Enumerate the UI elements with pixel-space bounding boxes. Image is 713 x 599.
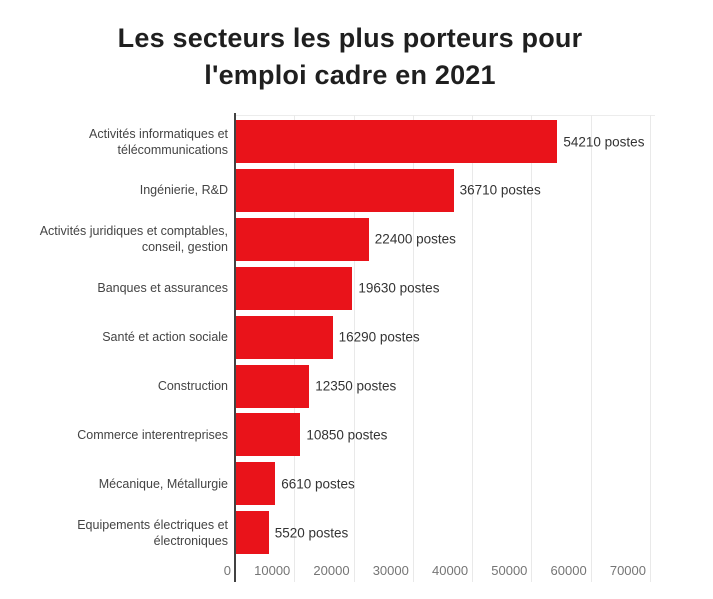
gridline: [531, 115, 533, 582]
x-tick-label: 0: [223, 563, 231, 578]
category-label: Activités juridiques et comptables, cons…: [39, 224, 228, 255]
x-tick-label: 50000: [491, 563, 528, 578]
bar-value-label: 6610 postes: [281, 476, 355, 492]
gridline: [472, 115, 474, 582]
category-label: Santé et action sociale: [102, 330, 228, 345]
gridline: [590, 115, 592, 582]
plot-top-border: [235, 115, 655, 116]
bar-value-label: 22400 postes: [374, 231, 456, 247]
bar: [236, 511, 269, 555]
category-label: Equipements électriques et électroniques: [77, 517, 228, 548]
bar-value-label: 54210 postes: [563, 134, 645, 149]
bar-value-label: 36710 postes: [459, 182, 541, 198]
x-tick-label: 40000: [431, 563, 469, 578]
chart-title-line-2: l'emploi cadre en 2021: [204, 60, 496, 90]
bar: [236, 217, 369, 261]
gridline: [650, 115, 651, 582]
x-tick-label: 20000: [313, 563, 350, 578]
x-tick-label: 10000: [254, 563, 291, 578]
category-label: Activités informatiques et télécommunica…: [89, 126, 228, 157]
bar: [236, 462, 276, 506]
category-label: Construction: [157, 379, 228, 393]
axis-zero-line: [234, 113, 236, 582]
bar-value-label: 16290 postes: [338, 329, 420, 345]
bar: [236, 266, 353, 310]
bar: [236, 315, 333, 359]
bar-value-label: 19630 postes: [358, 280, 440, 296]
bar: [236, 168, 454, 212]
x-tick-label: 70000: [609, 563, 646, 578]
bar-value-label: 12350 postes: [315, 378, 397, 394]
category-label: Ingénierie, R&D: [139, 183, 228, 198]
gridline: [412, 115, 414, 582]
category-label: Banques et assurances: [97, 281, 228, 296]
plot-area: 54210 postes 36710 postes 22400 postes 1963…: [234, 113, 655, 582]
gridline: [353, 115, 355, 582]
chart-title-line-1: Les secteurs les plus porteurs pour: [117, 23, 583, 53]
category-label: Commerce interentreprises: [77, 427, 228, 442]
bar-value-label: 10850 postes: [306, 427, 388, 443]
bar: [236, 120, 558, 163]
category-label: Mécanique, Métallurgie: [98, 476, 228, 491]
bar-value-label: 5520 postes: [274, 525, 349, 541]
bar: [236, 413, 301, 457]
chart-title: Les secteurs les plus porteurs pour l'em…: [0, 20, 700, 94]
x-tick-label: 60000: [550, 563, 587, 578]
x-tick-label: 30000: [372, 563, 409, 578]
bar: [236, 364, 310, 408]
